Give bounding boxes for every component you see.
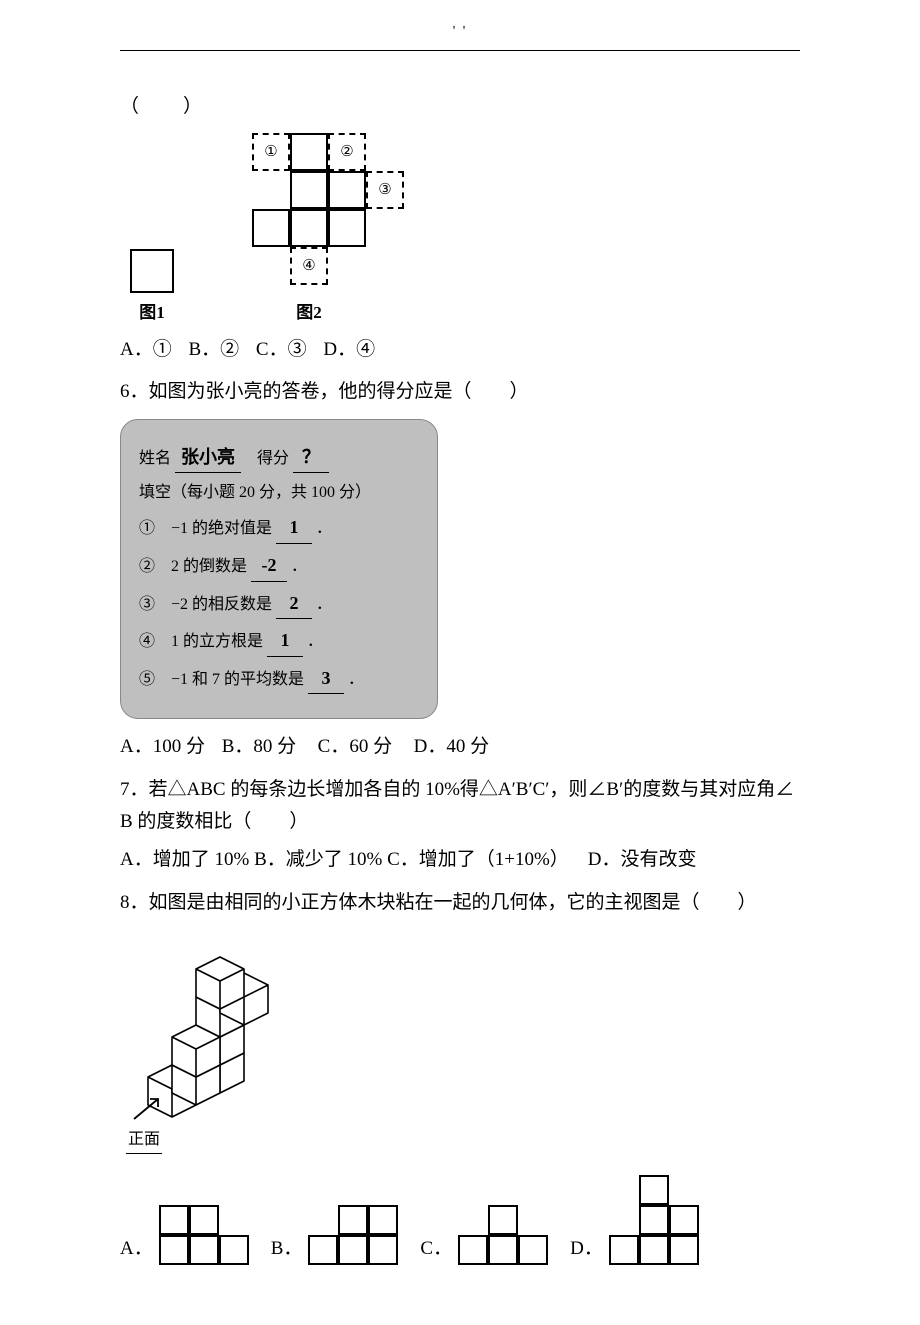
q6-optD: D．40 分 <box>414 736 489 757</box>
q5-optC: C．③ <box>256 339 307 360</box>
q7-line1: 7．若△ABC 的每条边长增加各自的 10%得△A′B′C′，则∠B′的度数与其… <box>120 774 800 806</box>
l4v: 1 <box>267 625 303 657</box>
score-value: ？ <box>293 442 329 474</box>
q8-optB: B． <box>271 1205 399 1265</box>
net-cell <box>328 171 366 209</box>
front-label: 正面 <box>126 1126 162 1154</box>
q6-optC: C．60 分 <box>318 736 392 757</box>
q7-optD: D．没有改变 <box>588 849 697 870</box>
card-header: 姓名 张小亮 得分 ？ <box>139 442 419 474</box>
l3a: ③ −2 的相反数是 <box>139 596 272 613</box>
fig2-label: 图2 <box>214 299 404 328</box>
l5v: 3 <box>308 663 344 695</box>
q8-optD: D． <box>570 1175 699 1265</box>
q7-options: A．增加了 10% B．减少了 10% C．增加了（1+10%） D．没有改变 <box>120 844 800 876</box>
q5-optA: A．① <box>120 339 172 360</box>
dot: ． <box>316 596 332 613</box>
q6-options: A．100 分 B．80 分 C．60 分 D．40 分 <box>120 731 800 763</box>
dot: ． <box>348 671 364 688</box>
q8-stem: 8．如图是由相同的小正方体木块粘在一起的几何体，它的主视图是（ ） <box>120 887 800 919</box>
fig1-wrap: 图1 <box>130 249 174 328</box>
fig2-net: ① ② ③ ④ <box>214 133 404 293</box>
dot: ． <box>316 520 332 537</box>
net-cell <box>290 209 328 247</box>
header-mark: ' ' <box>120 20 800 44</box>
q7-optA: A．增加了 10% <box>120 849 249 870</box>
q8-optA: A． <box>120 1205 249 1265</box>
fig1-square <box>130 249 174 293</box>
l2v: -2 <box>251 550 287 582</box>
card-l2: ② 2 的倒数是 -2 ． <box>139 550 419 582</box>
q5-figures: 图1 ① ② ③ ④ 图 <box>130 133 800 328</box>
l1v: 1 <box>276 512 312 544</box>
card-l5: ⑤ −1 和 7 的平均数是 3 ． <box>139 663 419 695</box>
optB-label: B． <box>271 1233 303 1265</box>
mark-2: ② <box>328 133 366 171</box>
card-l3: ③ −2 的相反数是 2 ． <box>139 588 419 620</box>
mark-1: ① <box>252 133 290 171</box>
header-rule <box>120 50 800 51</box>
iso-cubes-icon <box>120 933 280 1123</box>
l5a: ⑤ −1 和 7 的平均数是 <box>139 671 304 688</box>
optD-label: D． <box>570 1233 603 1265</box>
q8-optC: C． <box>420 1205 548 1265</box>
q5-optB: B．② <box>188 339 239 360</box>
l3v: 2 <box>276 588 312 620</box>
optA-label: A． <box>120 1233 153 1265</box>
mark-3: ③ <box>366 171 404 209</box>
q8-iso: 正面 <box>120 933 800 1155</box>
q5-options: A．① B．② C．③ D．④ <box>120 334 800 366</box>
q5-optD: D．④ <box>323 339 375 360</box>
name-label: 姓名 <box>139 450 171 467</box>
name-value: 张小亮 <box>175 442 241 474</box>
optC-label: C． <box>420 1233 452 1265</box>
q6-optA: A．100 分 <box>120 736 205 757</box>
fig2-wrap: ① ② ③ ④ 图2 <box>214 133 404 328</box>
net-cell <box>290 133 328 171</box>
optB-grid <box>308 1205 398 1265</box>
optA-grid <box>159 1205 249 1265</box>
net-cell <box>290 171 328 209</box>
l1a: ① −1 的绝对值是 <box>139 520 272 537</box>
dot: ． <box>307 633 323 650</box>
q7-line2: B 的度数相比（ ） <box>120 806 800 838</box>
card-l4: ④ 1 的立方根是 1 ． <box>139 625 419 657</box>
l2a: ② 2 的倒数是 <box>139 558 247 575</box>
optC-grid <box>458 1205 548 1265</box>
net-cell <box>328 209 366 247</box>
q7-optB: B．减少了 10% <box>254 849 382 870</box>
q5-paren: （ ） <box>120 91 800 123</box>
q8-options: A． B． C． D． <box>120 1175 800 1265</box>
fig1-label: 图1 <box>130 299 174 328</box>
q6-stem: 6．如图为张小亮的答卷，他的得分应是（ ） <box>120 376 800 408</box>
mark-4: ④ <box>290 247 328 285</box>
score-label: 得分 <box>257 450 289 467</box>
optD-grid <box>609 1175 699 1265</box>
l4a: ④ 1 的立方根是 <box>139 633 263 650</box>
q7-optC: C．增加了（1+10%） <box>387 849 569 870</box>
dot: ． <box>291 558 307 575</box>
q6-optB: B．80 分 <box>222 736 296 757</box>
answer-card: 姓名 张小亮 得分 ？ 填空（每小题 20 分，共 100 分） ① −1 的绝… <box>120 419 438 720</box>
card-l1: ① −1 的绝对值是 1 ． <box>139 512 419 544</box>
net-cell <box>252 209 290 247</box>
card-sub: 填空（每小题 20 分，共 100 分） <box>139 479 419 506</box>
